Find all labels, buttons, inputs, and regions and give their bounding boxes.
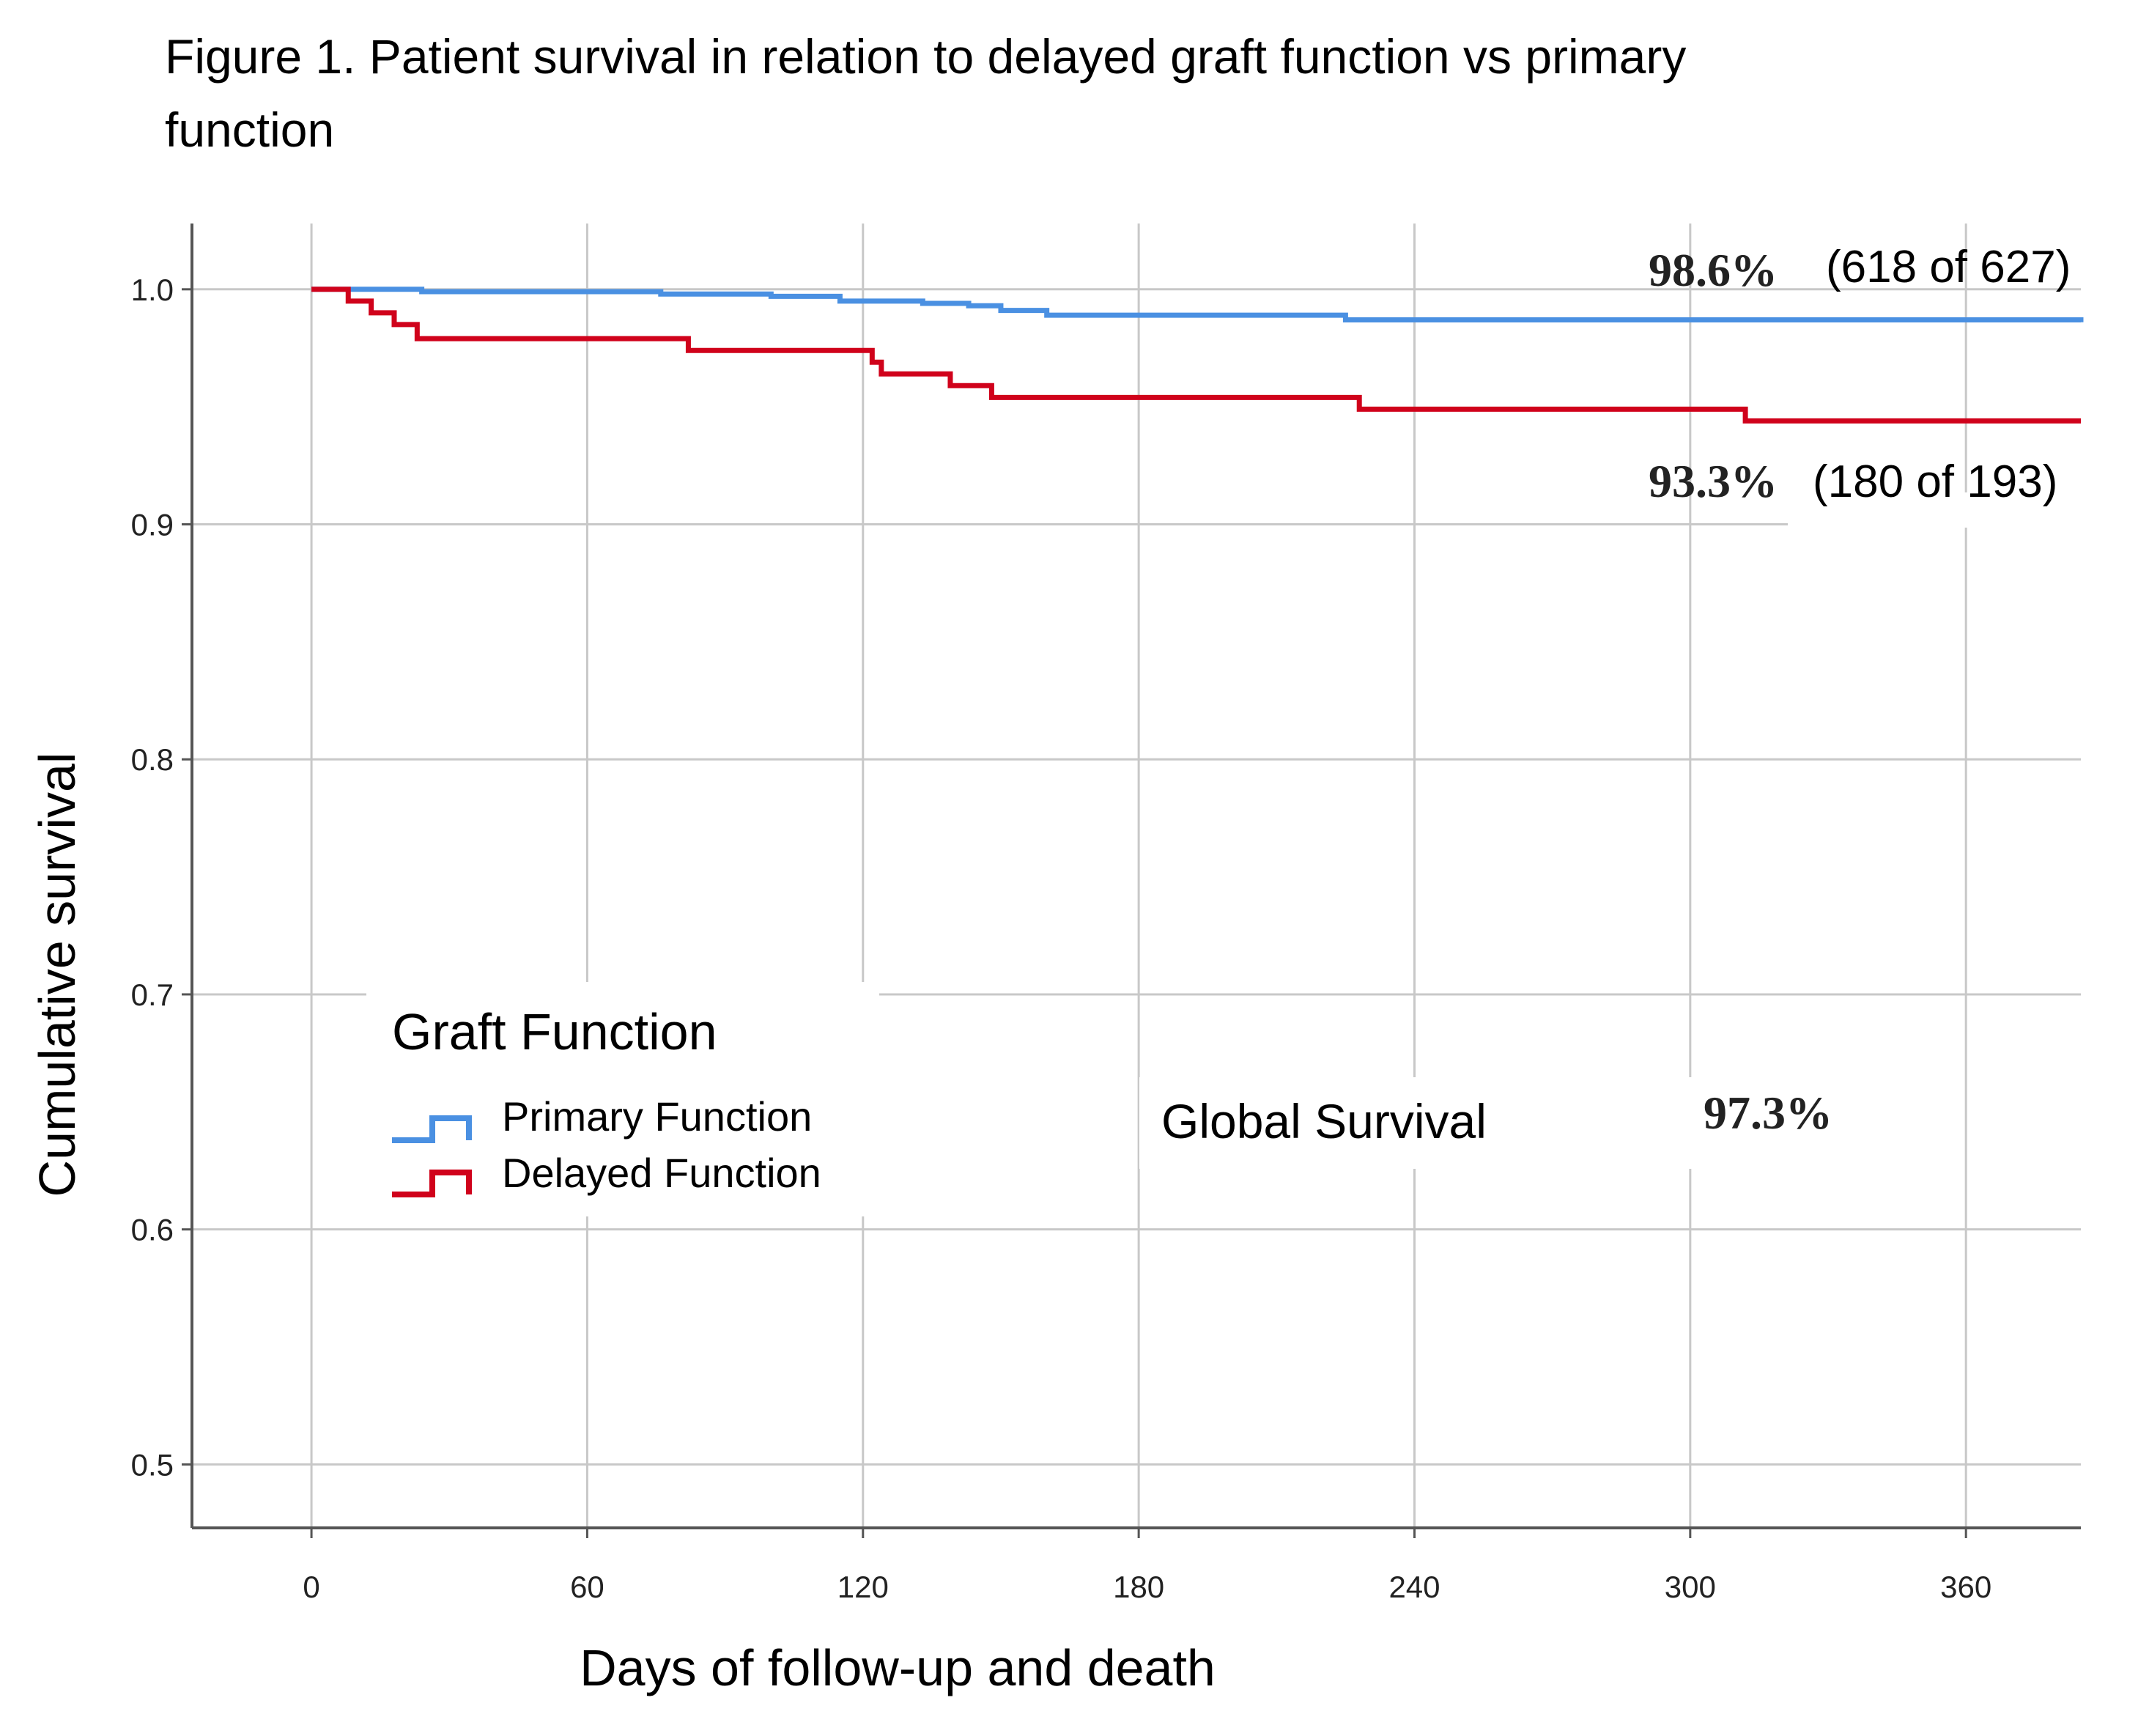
legend-label-primary: Primary Function <box>502 1093 812 1140</box>
y-tick-label-4: 0.9 <box>131 508 174 542</box>
annotation-mask <box>1788 492 2085 528</box>
series-line-primary-function <box>311 287 2084 322</box>
legend-swatch-primary <box>392 1115 472 1143</box>
y-tick-label-5: 1.0 <box>131 273 174 307</box>
ticks: 0 60 120 180 240 300 360 0.5 0.6 0.7 0.8 0.9 1.0 <box>131 273 1992 1604</box>
x-tick-label-3: 180 <box>1113 1570 1164 1604</box>
x-tick-label-6: 360 <box>1940 1570 1991 1604</box>
primary-survival-count: (618 of 627) <box>1826 242 2071 292</box>
legend-background <box>366 982 879 1216</box>
x-tick-label-2: 120 <box>837 1570 889 1604</box>
delayed-survival-count: (180 of 193) <box>1813 457 2057 507</box>
legend-label-delayed: Delayed Function <box>502 1150 821 1196</box>
primary-survival-percent: 98.6% <box>1649 244 1778 296</box>
series-line-delayed-function <box>311 287 2081 424</box>
y-axis-label: Cumulative survival <box>29 753 86 1197</box>
delayed-survival-percent: 93.3% <box>1649 455 1778 507</box>
global-survival-percent: 97.3% <box>1704 1087 1832 1139</box>
y-tick-label-0: 0.5 <box>131 1447 174 1482</box>
x-axis-label: Days of follow-up and death <box>580 1639 1216 1696</box>
legend-swatch-delayed <box>392 1170 472 1197</box>
grid <box>192 224 2081 1528</box>
series-lines <box>311 287 2084 424</box>
x-tick-label-4: 240 <box>1388 1570 1440 1604</box>
y-tick-label-1: 0.6 <box>131 1213 174 1247</box>
global-survival-box <box>1139 1077 1696 1169</box>
chart-title-line-1: Figure 1. Patient survival in relation t… <box>165 29 1686 84</box>
x-tick-label-0: 0 <box>303 1570 319 1604</box>
legend: Graft Function Primary Function Delayed … <box>366 982 879 1216</box>
y-tick-label-2: 0.7 <box>131 978 174 1012</box>
global-survival-label: Global Survival <box>1161 1094 1487 1148</box>
legend-title: Graft Function <box>392 1003 717 1060</box>
x-tick-label-1: 60 <box>570 1570 604 1604</box>
x-tick-label-5: 300 <box>1665 1570 1716 1604</box>
y-tick-label-3: 0.8 <box>131 742 174 777</box>
chart-title-line-2: function <box>165 103 334 157</box>
